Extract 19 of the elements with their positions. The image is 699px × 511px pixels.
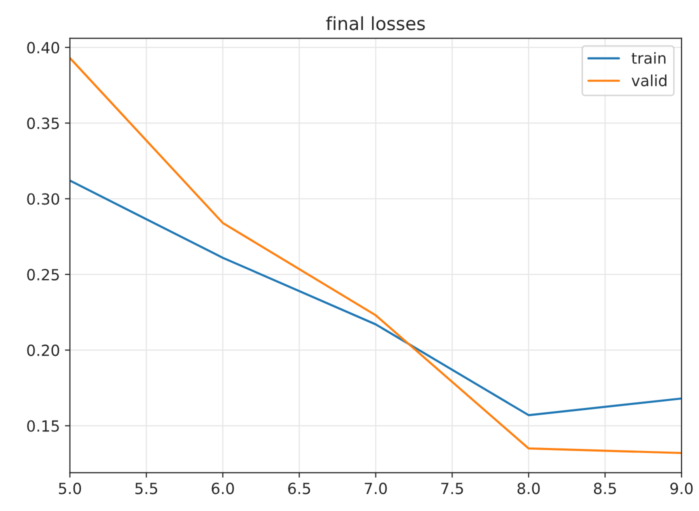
y-tick-label: 0.15: [27, 420, 59, 432]
x-tick-label: 6.0: [212, 482, 234, 494]
x-tick-label: 5.0: [58, 482, 82, 494]
x-tick-label: 7.0: [364, 482, 387, 494]
x-tick-label: 6.5: [288, 482, 310, 494]
y-tick-label: 0.25: [27, 268, 59, 280]
x-tick-label: 9.0: [670, 482, 693, 494]
legend-label: valid: [632, 74, 666, 86]
x-tick-label: 8.5: [594, 482, 616, 494]
x-tick-label: 5.5: [135, 482, 158, 494]
y-tick-label: 0.30: [27, 193, 60, 205]
chart-title: final losses: [326, 16, 425, 30]
x-tick-label: 8.0: [518, 482, 540, 494]
x-tick-label: 7.5: [441, 482, 463, 494]
legend-label: train: [632, 52, 666, 64]
y-tick-label: 0.20: [27, 344, 60, 356]
y-tick-label: 0.35: [27, 118, 59, 130]
y-tick-label: 0.40: [27, 42, 60, 54]
line-series: [70, 180, 682, 416]
